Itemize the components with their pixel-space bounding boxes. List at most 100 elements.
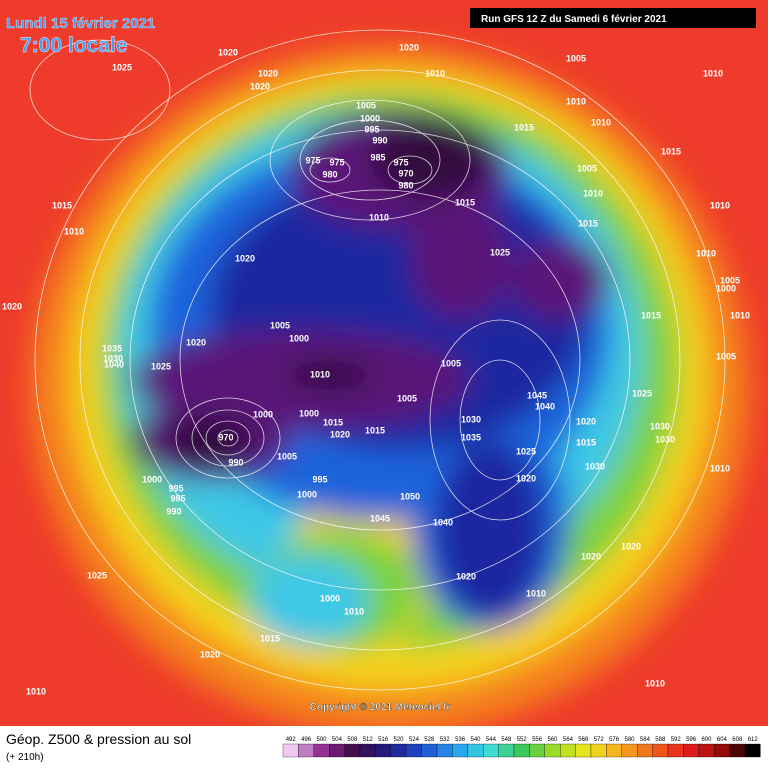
pressure-label: 1025 <box>632 388 652 398</box>
pressure-label: 1030 <box>103 353 123 363</box>
pressure-label: 1030 <box>585 461 605 471</box>
pressure-label: 1040 <box>104 359 124 369</box>
pressure-label: 1035 <box>461 432 481 442</box>
isobar <box>429 319 571 521</box>
pressure-label: 1005 <box>716 351 736 361</box>
legend-label: 596 <box>686 737 697 743</box>
legend-label: 492 <box>286 737 297 743</box>
pressure-label: 1030 <box>655 434 675 444</box>
legend-swatch <box>683 743 699 758</box>
legend-swatch <box>590 743 607 758</box>
legend-label: 516 <box>378 737 389 743</box>
legend-swatch <box>667 743 684 758</box>
pressure-label: 1010 <box>310 369 330 379</box>
legend-swatch <box>560 743 576 758</box>
legend-swatch <box>744 743 761 758</box>
pressure-label: 990 <box>166 506 181 516</box>
date: Lundi 15 février 2021 <box>6 15 155 32</box>
pressure-label: 1025 <box>490 247 510 257</box>
pressure-label: 1000 <box>299 408 319 418</box>
legend-swatch <box>529 743 545 758</box>
pressure-label: 995 <box>312 474 327 484</box>
pressure-label: 1000 <box>360 113 380 123</box>
legend-swatch <box>606 743 622 758</box>
isobars <box>29 29 726 691</box>
pressure-label: 1020 <box>516 473 536 483</box>
legend-label: 524 <box>409 737 420 743</box>
legend-label: 508 <box>347 737 358 743</box>
copyright: Copyright © 2021 Meteociel.fr <box>310 702 451 713</box>
pressure-label: 1030 <box>461 414 481 424</box>
legend-label: 568 <box>578 737 589 743</box>
pressure-label: 1035 <box>102 343 122 353</box>
pressure-label: 1030 <box>650 421 670 431</box>
legend-label: 560 <box>547 737 558 743</box>
height-zone <box>510 240 610 320</box>
pressure-label: 1010 <box>591 117 611 127</box>
legend-swatch <box>652 743 669 758</box>
pressure-label: 1010 <box>696 248 716 258</box>
pressure-label: 995 <box>364 124 379 134</box>
pressure-label: 1020 <box>581 551 601 561</box>
isobar <box>205 420 251 456</box>
legend-label: 584 <box>640 737 651 743</box>
pressure-label: 990 <box>228 457 243 467</box>
isobar <box>191 409 265 467</box>
height-zone <box>285 360 375 390</box>
legend-swatch <box>344 743 361 758</box>
pressure-label: 970 <box>398 168 413 178</box>
height-zone <box>435 440 545 620</box>
pressure-label: 1010 <box>730 310 750 320</box>
pressure-label: 1015 <box>514 122 534 132</box>
pressure-label: 985 <box>170 493 185 503</box>
pressure-label: 1010 <box>710 463 730 473</box>
pressure-label: 975 <box>305 155 320 165</box>
isobar <box>175 397 281 479</box>
run-info: Run GFS 12 Z du Samedi 6 février 2021 <box>481 14 667 25</box>
legend-label: 564 <box>563 737 574 743</box>
pressure-label: 1025 <box>112 62 132 72</box>
pressure-label: 1025 <box>516 446 536 456</box>
pressure-label: 990 <box>372 135 387 145</box>
height-zone <box>370 120 490 200</box>
pressure-label: 995 <box>168 483 183 493</box>
pressure-label: 1000 <box>320 593 340 603</box>
legend-swatch <box>575 743 592 758</box>
pressure-label: 1005 <box>356 100 376 110</box>
time: 7:00 locale <box>20 34 127 57</box>
legend-swatch <box>483 743 499 758</box>
pressure-label: 1010 <box>26 686 46 696</box>
pressure-label: 1005 <box>277 451 297 461</box>
pressure-label: 1015 <box>661 146 681 156</box>
pressure-label: 1005 <box>441 358 461 368</box>
pressure-label: 1000 <box>297 489 317 499</box>
pressure-label: 1020 <box>576 416 596 426</box>
color-legend: 492 496 500 504 508 512 516 520 524 528 532 536 540 5… <box>282 737 761 758</box>
legend-swatch <box>637 743 653 758</box>
pressure-label: 1015 <box>52 200 72 210</box>
pressure-label: 1015 <box>323 417 343 427</box>
legend-swatch <box>698 743 715 758</box>
legend-label: 504 <box>332 737 343 743</box>
pressure-label: 975 <box>329 157 344 167</box>
pressure-label: 1020 <box>218 47 238 57</box>
legend-swatch <box>452 743 468 758</box>
legend-label: 612 <box>748 737 759 743</box>
pressure-label: 1020 <box>200 649 220 659</box>
footer-lead: (+ 210h) <box>6 752 44 763</box>
isobar <box>217 429 239 447</box>
isobar <box>129 129 631 591</box>
pressure-label: 1025 <box>87 570 107 580</box>
isobar <box>29 39 171 141</box>
legend-label: 496 <box>301 737 312 743</box>
pressure-label: 1005 <box>577 163 597 173</box>
pressure-label: 1000 <box>142 474 162 484</box>
pressure-label: 975 <box>393 157 408 167</box>
footer-title: Géop. Z500 & pression au sol <box>6 731 191 747</box>
legend-label: 528 <box>424 737 435 743</box>
pressure-label: 1005 <box>566 53 586 63</box>
pressure-label: 1010 <box>64 226 84 236</box>
run-box <box>470 8 756 28</box>
